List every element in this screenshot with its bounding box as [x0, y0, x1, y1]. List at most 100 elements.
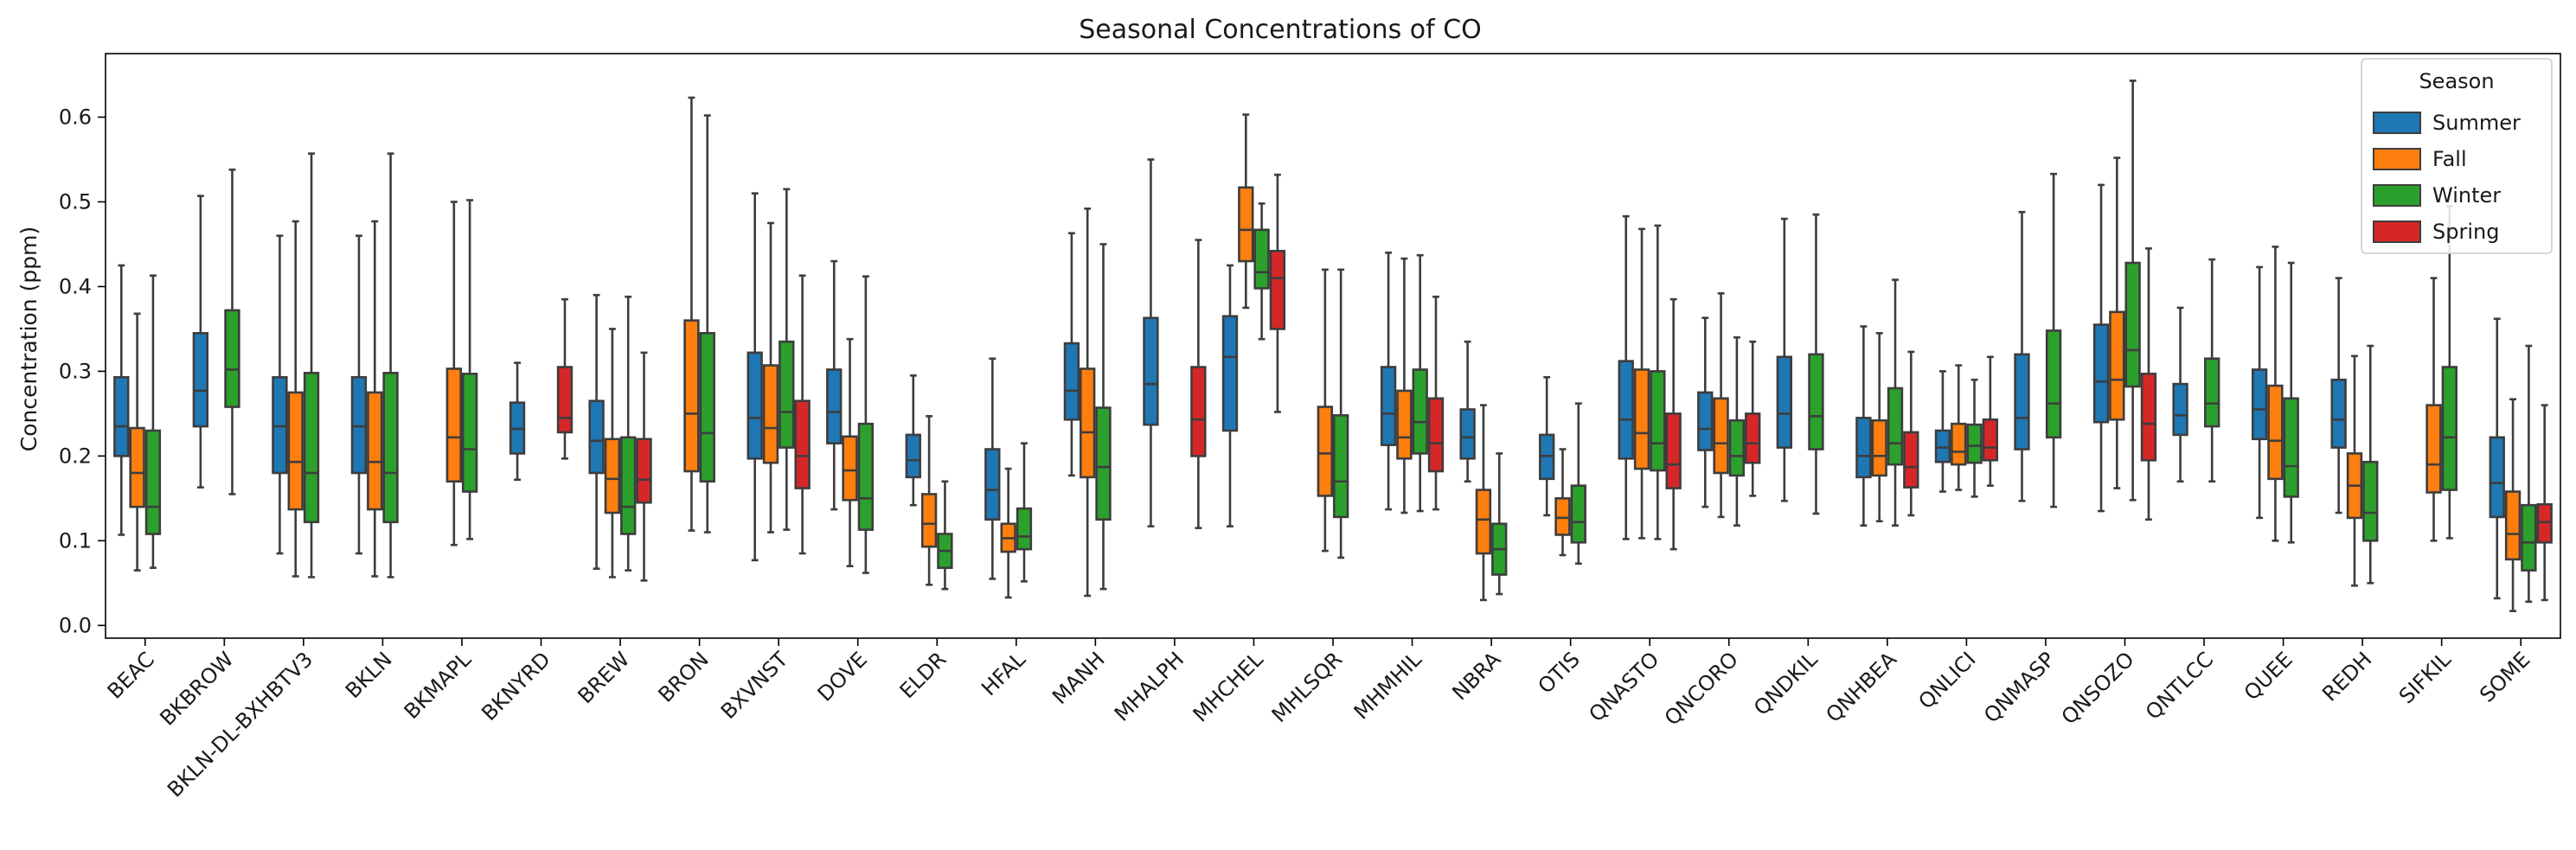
y-tick-label: 0.1 [59, 528, 92, 553]
box-summer-bkln-dl-bxhbtv3 [272, 234, 288, 555]
box-summer-qnasto [1618, 214, 1634, 540]
box-iqr [1650, 370, 1666, 472]
box-iqr [1396, 389, 1413, 460]
legend-label: Spring [2432, 220, 2499, 244]
box-iqr [1618, 360, 1634, 460]
box-fall-qnhbea [1871, 332, 1887, 523]
box-iqr [1190, 366, 1207, 457]
box-iqr [461, 373, 478, 493]
box-winter-bkbrow [224, 168, 240, 495]
box-iqr [2109, 310, 2125, 421]
box-iqr [272, 375, 288, 475]
box-iqr [1665, 412, 1682, 489]
box-spring-brew [636, 351, 652, 582]
y-tick-label: 0.6 [59, 105, 92, 129]
box-iqr [747, 351, 763, 460]
box-iqr [1903, 431, 1919, 489]
box-iqr [1554, 497, 1571, 536]
box-winter-redh [2362, 344, 2379, 585]
box-fall-qnlici [1951, 364, 1967, 491]
box-iqr [905, 433, 921, 479]
legend-entry-spring: Spring [2373, 220, 2499, 244]
x-tick-label: BKLN [341, 647, 397, 703]
box-iqr [2124, 261, 2141, 388]
box-summer-mhalph [1143, 158, 1159, 527]
box-summer-qndkil [1776, 217, 1792, 502]
box-summer-nbra [1459, 340, 1476, 483]
box-summer-beac [113, 264, 130, 536]
box-summer-hfal [984, 357, 1001, 580]
x-tick-label: MANH [1048, 647, 1110, 709]
x-tick-label: BREW [574, 647, 635, 708]
box-iqr [2283, 397, 2299, 498]
box-iqr [683, 319, 700, 473]
box-winter-otis [1570, 402, 1586, 566]
legend-swatch [2373, 112, 2421, 134]
x-tick-label: SIFKIL [2394, 647, 2456, 708]
x-tick-label: QNHBEA [1821, 647, 1901, 727]
box-summer-redh [2330, 277, 2347, 514]
x-tick-label: OTIS [1534, 647, 1585, 698]
box-iqr [129, 426, 145, 508]
box-spring-qnhbea [1903, 350, 1919, 517]
box-iqr [192, 332, 209, 428]
box-fall-bkln-dl-bxhbtv3 [287, 220, 304, 578]
box-iqr [984, 448, 1001, 521]
box-summer-qntlcc [2172, 306, 2188, 483]
box-iqr [2092, 323, 2110, 424]
box-summer-qnhbea [1855, 325, 1872, 527]
box-summer-mhchel [1221, 264, 1239, 527]
legend-swatch [2373, 184, 2421, 207]
box-iqr [2204, 357, 2220, 428]
box-iqr [1570, 484, 1586, 544]
x-tick-label: BKBROW [155, 647, 238, 730]
box-iqr [2014, 353, 2030, 451]
box-fall-qnsozo [2109, 157, 2125, 489]
box-winter-nbra [1491, 452, 1508, 596]
y-tick-label: 0.2 [59, 444, 92, 468]
legend-swatch [2373, 148, 2421, 170]
box-iqr [2425, 404, 2442, 494]
box-fall-some [2504, 398, 2522, 612]
box-iqr [1095, 406, 1112, 521]
plot-frame [105, 53, 2561, 639]
box-iqr [620, 436, 637, 535]
legend-entry-summer: Summer [2373, 111, 2521, 135]
box-winter-bkln [382, 152, 399, 578]
box-fall-nbra [1475, 404, 1492, 602]
box-iqr [2251, 368, 2268, 441]
x-tick-label: MHALPH [1110, 647, 1189, 725]
box-iqr [1080, 367, 1096, 479]
box-iqr [604, 438, 621, 514]
box-winter-mhchel [1253, 202, 1270, 341]
y-tick-label: 0.0 [59, 613, 92, 637]
box-fall-bkln [367, 220, 383, 578]
box-winter-qnasto [1650, 224, 1666, 540]
box-fall-bron [683, 96, 700, 532]
box-winter-bron [699, 114, 715, 534]
box-iqr [1317, 406, 1334, 497]
box-spring-qnsozo [2140, 247, 2157, 521]
y-tick-label: 0.3 [59, 359, 92, 383]
box-summer-qncoro [1697, 316, 1714, 508]
box-iqr [2504, 490, 2522, 561]
box-fall-brew [604, 328, 621, 578]
x-tick-label: QNMASP [1979, 647, 2060, 727]
box-summer-qnlici [1934, 370, 1951, 493]
chart-title: Seasonal Concentrations of CO [1079, 15, 1482, 45]
box-iqr [794, 399, 811, 489]
box-iqr [1143, 316, 1159, 426]
box-spring-qncoro [1745, 340, 1761, 497]
box-iqr [1808, 353, 1824, 451]
y-tick-label: 0.5 [59, 189, 92, 214]
box-iqr [1238, 186, 1254, 263]
box-iqr [1221, 315, 1239, 432]
box-summer-manh [1063, 232, 1080, 477]
box-summer-qnmasp [2014, 210, 2030, 502]
box-winter-qndkil [1808, 213, 1824, 515]
box-winter-eldr [937, 480, 953, 591]
box-summer-eldr [905, 374, 921, 507]
box-iqr [857, 422, 875, 531]
x-tick-label: BKLN-DL-BXHBTV3 [163, 647, 317, 802]
box-fall-bkmapl [445, 201, 462, 546]
